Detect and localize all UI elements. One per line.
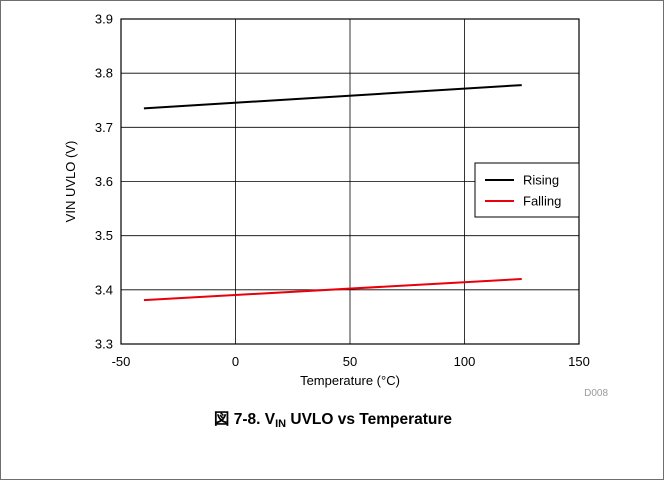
- caption-subscript: IN: [275, 418, 287, 430]
- y-tick-label: 3.5: [95, 228, 113, 243]
- legend: Rising Falling: [474, 162, 580, 218]
- figure-caption: 図 7-8. VIN UVLO vs Temperature: [1, 407, 664, 430]
- x-tick-label: 150: [568, 354, 590, 369]
- y-axis-label: VIN UVLO (V): [63, 141, 78, 223]
- y-axis-ticks: 3.3 3.4 3.5 3.6 3.7 3.8 3.9: [95, 12, 113, 352]
- legend-box: [474, 162, 580, 218]
- x-axis-ticks: -50 0 50 100 150: [112, 354, 590, 369]
- x-tick-label: 100: [454, 354, 476, 369]
- y-tick-label: 3.9: [95, 12, 113, 27]
- y-tick-label: 3.7: [95, 120, 113, 135]
- line-chart: -50 0 50 100 150 3.3 3.4 3.5 3.6 3.7 3.8 3.9 Tempe…: [63, 12, 608, 400]
- series-lines: [143, 84, 522, 302]
- legend-label-rising: Rising: [523, 173, 559, 188]
- x-axis-label: Temperature (°C): [300, 373, 400, 388]
- series-line-falling: [143, 278, 522, 302]
- caption-suffix: UVLO vs Temperature: [286, 411, 453, 428]
- y-tick-label: 3.6: [95, 174, 113, 189]
- figure-code: D008: [584, 388, 608, 399]
- grid: [121, 19, 579, 344]
- y-tick-label: 3.8: [95, 66, 113, 81]
- series-line-rising: [143, 84, 522, 110]
- caption-prefix: 図 7-8. V: [213, 411, 276, 428]
- x-tick-label: 50: [343, 354, 357, 369]
- y-tick-label: 3.4: [95, 282, 113, 297]
- legend-label-falling: Falling: [523, 194, 561, 209]
- x-tick-label: 0: [232, 354, 239, 369]
- x-tick-label: -50: [112, 354, 131, 369]
- y-tick-label: 3.3: [95, 337, 113, 352]
